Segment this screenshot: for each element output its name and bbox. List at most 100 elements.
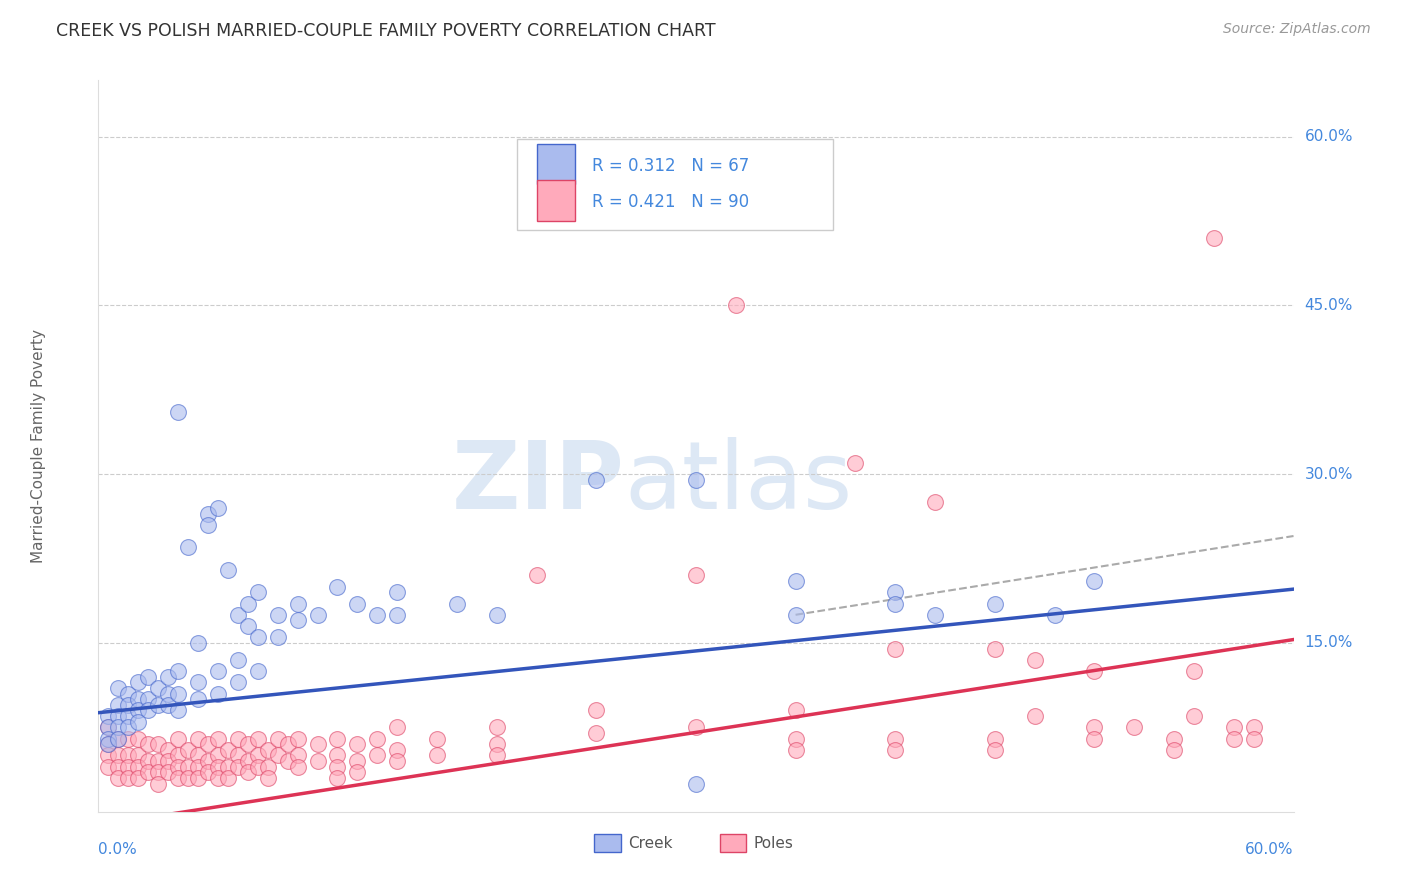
- Point: [127, 771, 149, 785]
- Point: [1182, 709, 1205, 723]
- Point: [1163, 743, 1185, 757]
- Point: [167, 687, 190, 701]
- Point: [246, 748, 269, 763]
- Point: [983, 597, 1005, 611]
- Point: [236, 597, 259, 611]
- Point: [97, 760, 120, 774]
- Point: [127, 692, 149, 706]
- Point: [326, 748, 349, 763]
- Point: [187, 636, 209, 650]
- Point: [187, 748, 209, 763]
- Point: [157, 698, 180, 712]
- Point: [385, 743, 409, 757]
- Point: [148, 754, 170, 768]
- Point: [256, 743, 278, 757]
- Point: [785, 743, 807, 757]
- Point: [97, 720, 120, 734]
- Point: [844, 456, 866, 470]
- Point: [1163, 731, 1185, 746]
- Point: [107, 709, 129, 723]
- Point: [326, 771, 349, 785]
- Point: [207, 731, 229, 746]
- Point: [346, 597, 368, 611]
- Point: [426, 748, 449, 763]
- Point: [117, 698, 139, 712]
- FancyBboxPatch shape: [517, 139, 834, 230]
- Point: [197, 765, 219, 780]
- Point: [884, 743, 907, 757]
- Point: [346, 754, 368, 768]
- Point: [187, 760, 209, 774]
- Point: [246, 760, 269, 774]
- Point: [117, 709, 139, 723]
- Point: [117, 720, 139, 734]
- Point: [485, 737, 508, 751]
- Text: Poles: Poles: [754, 836, 793, 851]
- Point: [207, 687, 229, 701]
- Point: [585, 473, 607, 487]
- Point: [187, 675, 209, 690]
- Point: [97, 748, 120, 763]
- Point: [685, 568, 707, 582]
- Point: [983, 743, 1005, 757]
- Point: [177, 743, 200, 757]
- Point: [148, 765, 170, 780]
- Point: [1243, 720, 1265, 734]
- Point: [983, 641, 1005, 656]
- Point: [197, 507, 219, 521]
- Point: [117, 760, 139, 774]
- Point: [246, 630, 269, 644]
- Text: 60.0%: 60.0%: [1246, 842, 1294, 857]
- Point: [884, 641, 907, 656]
- Point: [136, 692, 159, 706]
- Point: [326, 760, 349, 774]
- Point: [785, 574, 807, 588]
- Point: [127, 675, 149, 690]
- Point: [117, 771, 139, 785]
- Point: [167, 760, 190, 774]
- Point: [924, 495, 946, 509]
- Point: [246, 664, 269, 678]
- Text: CREEK VS POLISH MARRIED-COUPLE FAMILY POVERTY CORRELATION CHART: CREEK VS POLISH MARRIED-COUPLE FAMILY PO…: [56, 22, 716, 40]
- Point: [107, 771, 129, 785]
- Point: [246, 731, 269, 746]
- Point: [187, 692, 209, 706]
- Point: [287, 760, 309, 774]
- Point: [307, 754, 329, 768]
- Text: 0.0%: 0.0%: [98, 842, 138, 857]
- Point: [157, 670, 180, 684]
- Point: [157, 687, 180, 701]
- Point: [226, 760, 249, 774]
- Point: [127, 703, 149, 717]
- Point: [585, 726, 607, 740]
- Point: [307, 737, 329, 751]
- Text: 60.0%: 60.0%: [1305, 129, 1353, 144]
- Point: [485, 720, 508, 734]
- Point: [1083, 720, 1105, 734]
- Point: [307, 607, 329, 622]
- Point: [267, 748, 290, 763]
- Point: [217, 771, 239, 785]
- Point: [385, 607, 409, 622]
- Text: ZIP: ZIP: [451, 436, 624, 529]
- Point: [107, 698, 129, 712]
- Point: [107, 731, 129, 746]
- Point: [148, 776, 170, 790]
- Point: [236, 754, 259, 768]
- Point: [127, 714, 149, 729]
- Point: [226, 731, 249, 746]
- Point: [287, 614, 309, 628]
- Point: [346, 765, 368, 780]
- Point: [884, 585, 907, 599]
- Point: [97, 720, 120, 734]
- Point: [117, 731, 139, 746]
- Point: [207, 760, 229, 774]
- Point: [177, 771, 200, 785]
- Text: R = 0.421   N = 90: R = 0.421 N = 90: [592, 194, 749, 211]
- Point: [97, 737, 120, 751]
- Point: [136, 765, 159, 780]
- Point: [385, 754, 409, 768]
- Point: [1182, 664, 1205, 678]
- Point: [167, 771, 190, 785]
- Point: [785, 731, 807, 746]
